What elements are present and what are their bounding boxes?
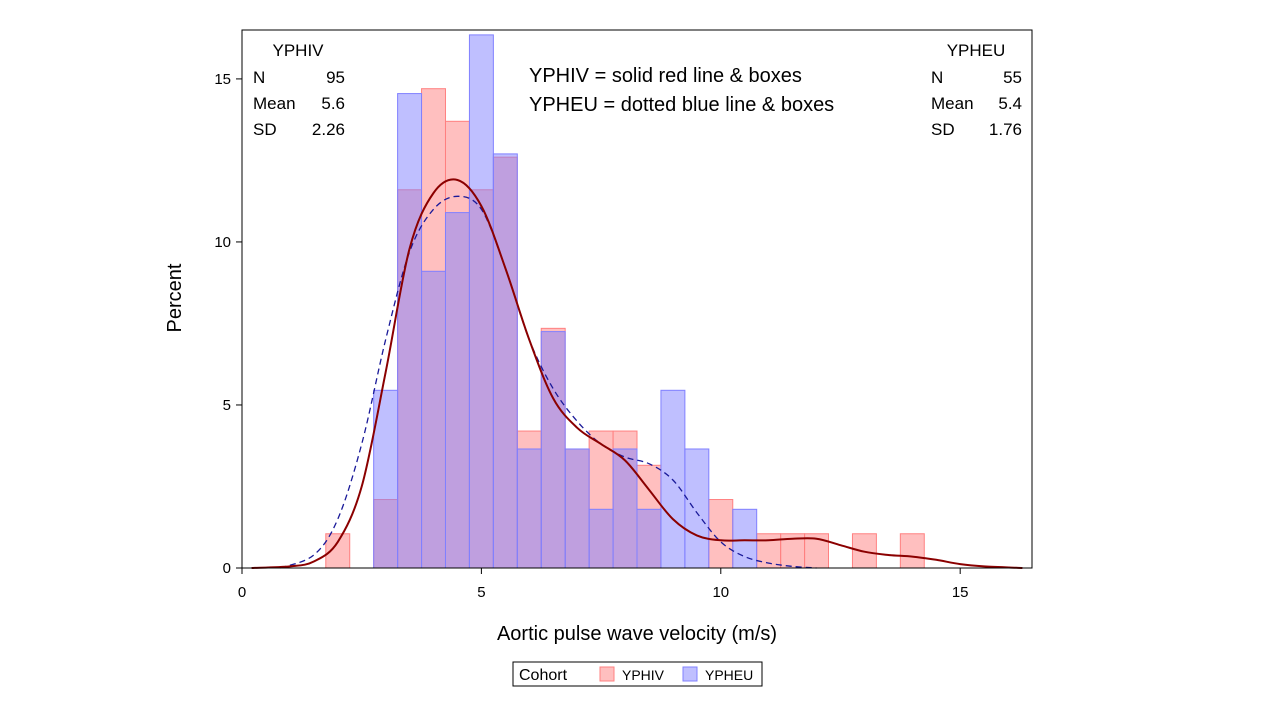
bar-yphiv-24 — [899, 533, 925, 569]
legend-swatch-ypheu — [682, 666, 698, 682]
density-curve-ypheu — [280, 195, 817, 569]
bar-yphiv-16 — [708, 499, 734, 569]
stats-right-n-value: 55 — [1003, 68, 1022, 87]
y-tick-label: 15 — [214, 71, 231, 88]
bar-ypheu-6 — [468, 34, 494, 569]
stats-left: YPHIV N 95 Mean 5.6 SD 2.26 — [253, 41, 345, 139]
legend-swatch-yphiv — [599, 666, 615, 682]
x-tick-label: 5 — [477, 584, 485, 601]
stats-left-title: YPHIV — [272, 41, 324, 60]
bar-ypheu-4 — [421, 270, 446, 569]
stats-right-mean-value: 5.4 — [998, 94, 1022, 113]
stats-right: YPHEU N 55 Mean 5.4 SD 1.76 — [931, 41, 1022, 139]
legend-label-ypheu: YPHEU — [705, 667, 753, 683]
stats-left-sd-label: SD — [253, 120, 277, 139]
stats-right-title: YPHEU — [947, 41, 1006, 60]
annotation-line-2: YPHEU = dotted blue line & boxes — [529, 94, 834, 116]
stats-left-mean-label: Mean — [253, 94, 296, 113]
bar-ypheu-15 — [684, 448, 710, 569]
stats-left-n-label: N — [253, 68, 265, 87]
bar-ypheu-12 — [612, 448, 638, 569]
y-axis-label: Percent — [164, 263, 186, 332]
legend-title: Cohort — [519, 667, 568, 684]
stats-left-n-value: 95 — [326, 68, 345, 87]
annotation: YPHIV = solid red line & boxes YPHEU = d… — [529, 65, 834, 116]
legend-label-yphiv: YPHIV — [622, 667, 665, 683]
bar-ypheu-5 — [444, 212, 470, 569]
bar-ypheu-13 — [636, 508, 662, 569]
stats-right-sd-label: SD — [931, 120, 955, 139]
x-tick-label: 0 — [238, 584, 246, 601]
stats-right-n-label: N — [931, 68, 943, 87]
stats-right-mean-label: Mean — [931, 94, 974, 113]
legend-frame — [512, 661, 763, 687]
x-tick-label: 10 — [712, 584, 729, 601]
bar-ypheu-9 — [540, 331, 566, 569]
stats-left-mean-value: 5.6 — [321, 94, 345, 113]
density-curve-yphiv — [251, 178, 1023, 569]
y-tick-label: 0 — [223, 560, 231, 577]
legend: Cohort YPHIV YPHEU — [512, 661, 763, 687]
annotation-line-1: YPHIV = solid red line & boxes — [529, 65, 802, 87]
x-axis-label: Aortic pulse wave velocity (m/s) — [497, 623, 777, 645]
bar-ypheu-7 — [492, 153, 518, 569]
bar-ypheu-10 — [564, 448, 590, 569]
density-curves — [251, 178, 1023, 569]
plot-frame — [241, 29, 1033, 569]
y-tick-label: 5 — [223, 397, 231, 414]
x-axis: 0 5 10 15 — [238, 568, 969, 601]
bar-ypheu-8 — [516, 448, 542, 569]
y-tick-label: 10 — [214, 234, 231, 251]
x-tick-label: 15 — [952, 584, 969, 601]
stats-left-sd-value: 2.26 — [312, 120, 345, 139]
stats-right-sd-value: 1.76 — [989, 120, 1022, 139]
y-axis: 0 5 10 15 — [214, 71, 242, 577]
bar-ypheu-11 — [588, 508, 614, 569]
bar-ypheu-3 — [397, 93, 423, 569]
bar-ypheu-17 — [732, 508, 758, 569]
